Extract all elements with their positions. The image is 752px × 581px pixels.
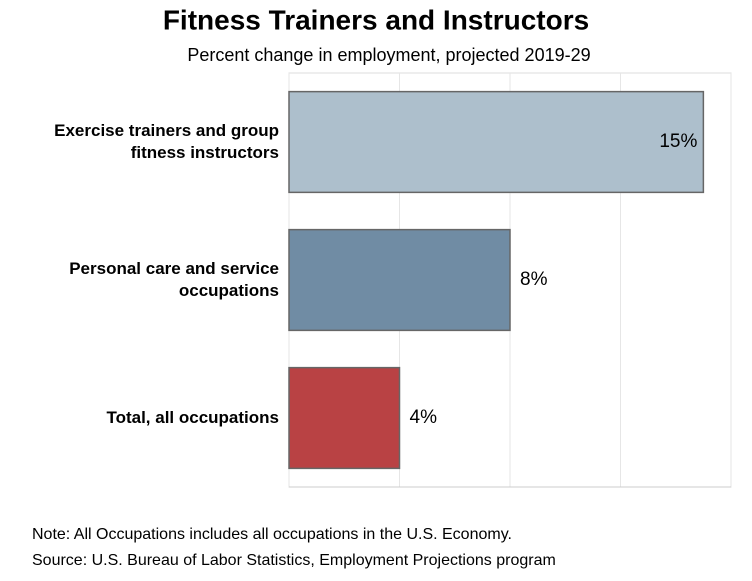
value-label: 15% (659, 131, 697, 152)
value-label: 4% (410, 407, 438, 428)
chart-subtitle: Percent change in employment, projected … (187, 45, 590, 65)
bar (288, 366, 401, 470)
chart-title: Fitness Trainers and Instructors (163, 4, 589, 35)
bar (288, 228, 511, 332)
category-label: Total, all occupations (106, 408, 279, 427)
footnote: Source: U.S. Bureau of Labor Statistics,… (32, 552, 556, 569)
category-label: Personal care and service occupations (69, 259, 279, 300)
value-label: 8% (520, 269, 548, 290)
bar (288, 90, 705, 194)
category-label: Exercise trainers and group fitness inst… (54, 121, 279, 162)
footnote: Note: All Occupations includes all occup… (32, 526, 512, 543)
